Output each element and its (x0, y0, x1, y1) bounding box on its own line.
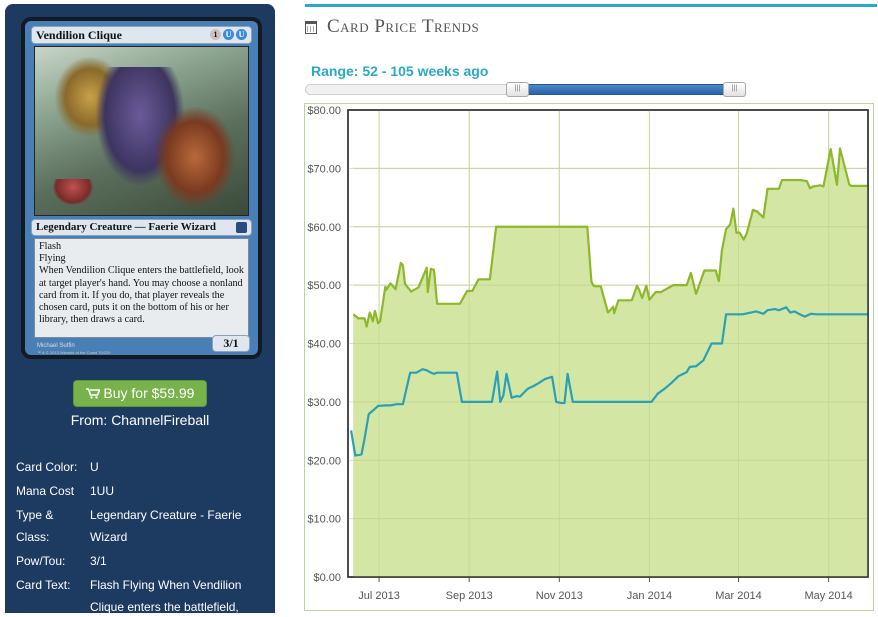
card-name: Vendilion Clique 1 U U (31, 26, 252, 44)
attribute-value: Legendary Creature - Faerie Wizard (90, 508, 242, 544)
seller-name: From: ChannelFireball (70, 412, 210, 428)
range-slider-start-handle[interactable]: ||| (506, 82, 529, 97)
x-tick-label: Nov 2013 (536, 590, 583, 602)
y-tick-label: $20.00 (307, 455, 341, 467)
x-tick-label: Jul 2013 (358, 590, 400, 602)
range-slider-fill (521, 84, 737, 95)
card-attributes: Card Color: U Mana Cost 1UU Type & Class… (16, 456, 271, 613)
attribute-value: 3/1 (90, 554, 107, 568)
x-tick-label: Jan 2014 (627, 590, 672, 602)
y-tick-label: $70.00 (307, 163, 341, 175)
attribute-row: Card Color: U (16, 456, 271, 478)
section-header: Card Price Trends (305, 14, 479, 40)
x-tick-label: May 2014 (804, 590, 852, 602)
attribute-value: 1UU (90, 484, 115, 498)
card-art (34, 46, 249, 216)
set-symbol-icon (236, 222, 247, 233)
attribute-key: Card Color: (16, 460, 78, 474)
y-tick-label: $50.00 (307, 280, 341, 292)
series-line-low (350, 306, 868, 457)
card-artist: Michael Sutfin (37, 343, 75, 349)
series-area-high (353, 148, 868, 577)
attribute-key: Pow/Tou: (16, 554, 66, 568)
attribute-value: Flash Flying When Vendilion Clique enter… (90, 578, 242, 613)
price-chart: $0.00 $10.00 $20.00 $30.00 $40.00 $50.00 $60.0… (304, 103, 874, 611)
plot-border (347, 109, 869, 578)
attribute-key: Mana Cost (16, 484, 75, 498)
range-slider-end-handle[interactable]: ||| (723, 82, 746, 97)
buy-button[interactable]: Buy for $59.99 (73, 380, 207, 407)
y-tick-label: $0.00 (313, 572, 341, 584)
shopping-cart-icon (85, 385, 104, 401)
y-tick-label: $60.00 (307, 222, 341, 234)
mana-generic-icon: 1 (210, 29, 221, 40)
attribute-row: Card Text: Flash Flying When Vendilion C… (16, 574, 271, 613)
attribute-value: U (90, 460, 99, 474)
y-tick-label: $40.00 (307, 339, 341, 351)
card-power-toughness: 3/1 (212, 335, 250, 352)
card-rules-text: Flash Flying When Vendilion Clique enter… (34, 238, 249, 338)
attribute-row: Mana Cost 1UU (16, 480, 271, 502)
rules-line: When Vendilion Clique enters the battlef… (39, 265, 244, 326)
mana-symbols: 1 U U (210, 29, 247, 40)
rules-line: Flying (39, 253, 66, 265)
header-accent-bar (305, 4, 877, 7)
range-label: Range: 52 - 105 weeks ago (311, 63, 489, 79)
card-copyright: ™ & © 2013 Wizards of the Coast 70/229 (37, 350, 111, 355)
attribute-key: Card Text: (16, 578, 71, 592)
y-tick-label: $80.00 (307, 105, 341, 117)
buy-button-label: Buy for $59.99 (103, 385, 195, 401)
attribute-key: Type & Class: (16, 508, 54, 544)
y-tick-label: $10.00 (307, 514, 341, 526)
price-chart-svg: $0.00 $10.00 $20.00 $30.00 $40.00 $50.00 $60.0… (307, 105, 869, 602)
calendar-icon (305, 20, 317, 34)
card-image: Vendilion Clique 1 U U Legendary Creatur… (21, 17, 262, 359)
attribute-row: Pow/Tou: 3/1 (16, 550, 271, 572)
series-line-high (353, 147, 869, 328)
mana-blue-icon: U (236, 29, 247, 40)
x-tick-label: Sep 2013 (446, 590, 493, 602)
section-title: Card Price Trends (327, 16, 480, 37)
attribute-row: Type & Class: Legendary Creature - Faeri… (16, 504, 271, 548)
card-type-line: Legendary Creature — Faerie Wizard (31, 219, 252, 236)
card-type-text: Legendary Creature — Faerie Wizard (36, 221, 217, 233)
y-tick-label: $30.00 (307, 397, 341, 409)
card-sidebar: Vendilion Clique 1 U U Legendary Creatur… (5, 4, 275, 613)
mana-blue-icon: U (223, 29, 234, 40)
range-slider[interactable]: ||| ||| (305, 82, 746, 97)
rules-line: Flash (39, 241, 62, 252)
card-name-text: Vendilion Clique (36, 28, 122, 42)
card-frame: Vendilion Clique 1 U U Legendary Creatur… (25, 21, 258, 355)
x-tick-label: Mar 2014 (715, 590, 761, 602)
